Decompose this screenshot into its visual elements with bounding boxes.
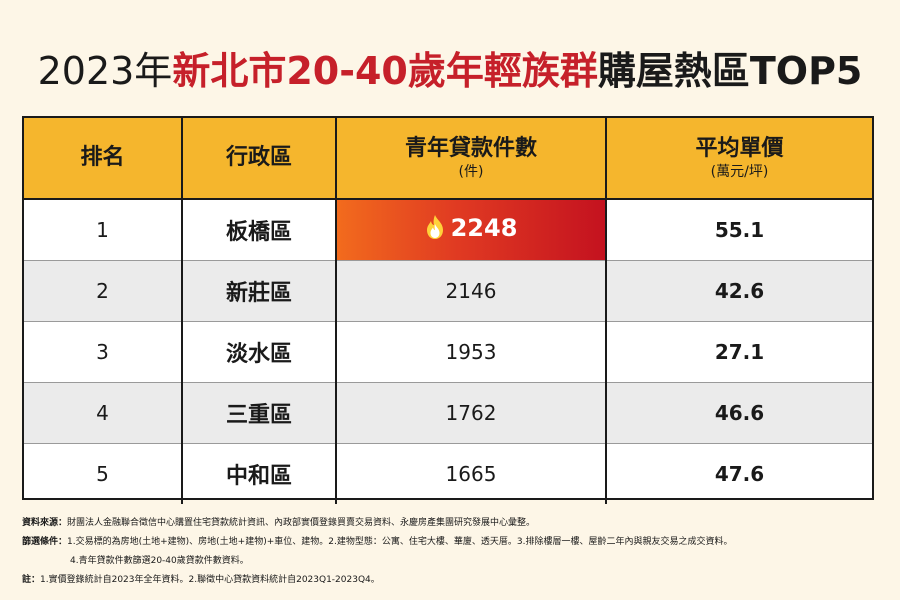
price-cell: 42.6 [606, 260, 872, 322]
district-cell: 淡水區 [182, 321, 337, 383]
rank-cell: 3 [24, 321, 183, 383]
source-label: 資料來源： [22, 518, 68, 528]
rank-cell: 4 [24, 382, 183, 444]
district-cell: 三重區 [182, 382, 337, 444]
page-title: 2023年新北市20-40歲年輕族群購屋熱區TOP5 [0, 52, 900, 90]
loans-cell: 1762 [336, 382, 607, 444]
filter-label: 篩選條件： [22, 537, 68, 547]
table-header-row: 排名 行政區 青年貸款件數 (件) 平均單價 (萬元/坪) [24, 118, 872, 200]
header-rank: 排名 [24, 118, 183, 200]
footnotes: 資料來源：財團法人金融聯合徵信中心購置住宅貸款統計資訊、內政部實價登錄買賣交易資… [22, 514, 882, 590]
table-row: 5 中和區 1665 47.6 [24, 443, 872, 504]
price-cell: 27.1 [606, 321, 872, 383]
filter-note: 篩選條件：1.交易標的為房地(土地+建物)、房地(土地+建物)+車位、建物。2.… [22, 533, 882, 552]
table-row: 2 新莊區 2146 42.6 [24, 260, 872, 322]
loans-cell: 1665 [336, 443, 607, 504]
fire-icon [425, 214, 445, 246]
rank-cell: 5 [24, 443, 183, 504]
filter-text: 1.交易標的為房地(土地+建物)、房地(土地+建物)+車位、建物。2.建物型態：… [67, 537, 733, 547]
title-year: 2023年 [37, 49, 173, 93]
source-note: 資料來源：財團法人金融聯合徵信中心購置住宅貸款統計資訊、內政部實價登錄買賣交易資… [22, 514, 882, 533]
district-cell: 板橋區 [182, 199, 337, 261]
header-loans-unit: (件) [458, 163, 484, 180]
loans-cell: 1953 [336, 321, 607, 383]
title-highlight: 新北市20-40歲年輕族群 [172, 49, 598, 93]
table-row: 4 三重區 1762 46.6 [24, 382, 872, 444]
table-row: 3 淡水區 1953 27.1 [24, 321, 872, 383]
header-price: 平均單價 (萬元/坪) [606, 118, 872, 200]
loans-cell: 2146 [336, 260, 607, 322]
header-price-label: 平均單價 [695, 136, 784, 162]
price-cell: 47.6 [714, 462, 765, 486]
district-cell: 新莊區 [182, 260, 337, 322]
price-cell: 55.1 [606, 199, 872, 261]
ranking-table: 排名 行政區 青年貸款件數 (件) 平均單價 (萬元/坪) 1 板橋區 [22, 116, 874, 504]
title-suffix: 購屋熱區TOP5 [597, 49, 863, 93]
loans-value: 2248 [450, 214, 518, 242]
header-loans: 青年貸款件數 (件) [336, 118, 607, 200]
rank-cell: 2 [24, 260, 183, 322]
header-district: 行政區 [182, 118, 337, 200]
price-cell: 46.6 [606, 382, 872, 444]
source-text: 財團法人金融聯合徵信中心購置住宅貸款統計資訊、內政部實價登錄買賣交易資料、永慶房… [67, 518, 536, 528]
header-loans-label: 青年貸款件數 [404, 136, 537, 162]
remark-label: 註： [22, 575, 41, 585]
remark-note: 註：1.實價登錄統計自2023年全年資料。2.聯徵中心貸款資料統計自2023Q1… [22, 571, 882, 590]
remark-text: 1.實價登錄統計自2023年全年資料。2.聯徵中心貸款資料統計自2023Q1-2… [40, 575, 380, 585]
rank-cell: 1 [24, 199, 183, 261]
filter-note-continued: 4.青年貸款件數篩選20-40歲貸款件數資料。 [70, 556, 249, 566]
loans-cell-highlight: 2248 [336, 199, 607, 261]
table-row: 1 板橋區 2248 55.1 [24, 199, 872, 261]
district-cell: 中和區 [182, 443, 337, 504]
header-price-unit: (萬元/坪) [710, 163, 769, 180]
